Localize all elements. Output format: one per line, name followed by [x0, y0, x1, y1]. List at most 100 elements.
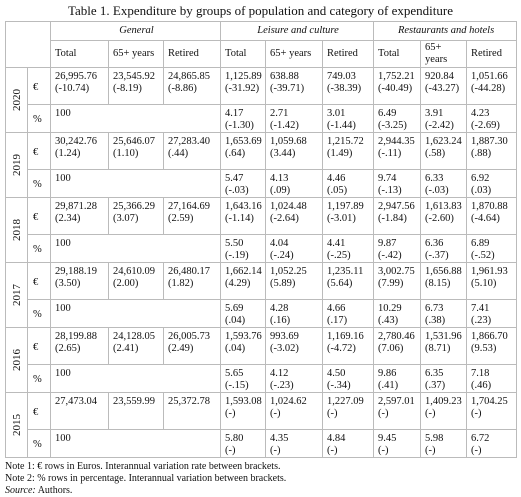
cell-value: 4.46	[327, 173, 346, 184]
data-cell: 2,780.46 (7.06)	[373, 327, 422, 365]
data-cell: 1,235.11 (5.64)	[322, 262, 375, 300]
data-row: 2020 €26,995.76 (-10.74) 23,545.92 (-8.19) 24…	[5, 67, 518, 133]
data-row: 2016 €28,199.88 (2.65) 24,128.05 (2.41) 26,00…	[5, 327, 518, 393]
data-cell: 25,366.29 (3.07)	[108, 197, 164, 235]
column-header: Total	[220, 40, 267, 68]
cell-value: 24,610.09	[113, 266, 155, 277]
data-cell: 10.29 (.43)	[373, 299, 422, 328]
data-cell: 4.84 (-)	[322, 429, 375, 458]
data-cell: 2,597.01 (-)	[373, 392, 422, 430]
column-header: Retired	[162, 40, 222, 68]
data-cell: 23,545.92 (-8.19)	[108, 67, 164, 105]
unit-cell: %	[27, 104, 51, 133]
cell-change: (-)	[471, 408, 482, 419]
cell-change: (-)	[225, 445, 236, 456]
cell-change: (-.03)	[425, 185, 449, 196]
data-cell: 1,059.68 (3.44)	[265, 132, 324, 170]
data-cell: 5.50 (-.19)	[220, 234, 267, 263]
general-share: 100	[49, 104, 222, 133]
cell-value: 1,051.66	[471, 71, 508, 82]
data-row: % 100 5.65 (-.15) 4.12 (-.23) 4.50 (-.34) 9.86 (.…	[6, 364, 518, 393]
cell-change: (.43)	[378, 315, 399, 326]
cell-value: 9.86	[378, 368, 397, 379]
cell-value: 1,593.08	[225, 396, 262, 407]
cell-value: 2,947.56	[378, 201, 415, 212]
cell-change: (-)	[270, 408, 281, 419]
cell-value: 4.41	[327, 238, 346, 249]
cell-value: 5.65	[225, 368, 244, 379]
unit-cell: %	[27, 169, 51, 198]
cell-change: (-1.30)	[225, 120, 254, 131]
data-cell: 1,653.69 (.64)	[220, 132, 267, 170]
data-cell: 27,283.40 (.44)	[162, 132, 222, 170]
cell-change: (2.41)	[113, 343, 139, 354]
cell-value: 4.66	[327, 303, 346, 314]
cell-change: (-)	[378, 408, 389, 419]
unit-cell: %	[27, 429, 51, 458]
note: Note 2: % rows in percentage. Interannua…	[5, 473, 287, 484]
data-cell: 1,052.25 (5.89)	[265, 262, 324, 300]
data-cell: 1,662.14 (4.29)	[220, 262, 267, 300]
cell-change: (-3.02)	[270, 343, 299, 354]
cell-change: (.23)	[471, 315, 492, 326]
expenditure-table: General Leisure and culture Restaurants an…	[5, 21, 518, 458]
cell-value: 1,409.23	[425, 396, 462, 407]
cell-value: 6.35	[425, 368, 444, 379]
cell-value: 4.50	[327, 368, 346, 379]
cell-value: 28,199.88	[55, 331, 97, 342]
cell-value: 1,215.72	[327, 136, 364, 147]
year-cell: 2019	[5, 132, 28, 198]
source-text: Authors.	[37, 485, 73, 496]
cell-value: 6.33	[425, 173, 444, 184]
data-cell: 1,613.83 (-2.60)	[420, 197, 468, 235]
unit-cell: €	[27, 392, 51, 430]
cell-change: (-10.74)	[55, 83, 90, 94]
data-row: 2015 €27,473.04 23,559.99 25,372.78 1,593.08…	[5, 392, 518, 458]
cell-value: 1,593.76	[225, 331, 262, 342]
cell-value: 9.45	[378, 433, 397, 444]
cell-value: 6.36	[425, 238, 444, 249]
cell-change: (.46)	[471, 380, 492, 391]
year-cell: 2018	[5, 197, 28, 263]
cell-value: 1,887.30	[471, 136, 508, 147]
cell-value: 7.41	[471, 303, 490, 314]
cell-value: 3.91	[425, 108, 444, 119]
cell-change: (-2.69)	[471, 120, 500, 131]
data-cell: 4.28 (.16)	[265, 299, 324, 328]
cell-value: 27,283.40	[168, 136, 210, 147]
cell-value: 749.03	[327, 71, 356, 82]
data-row: 2018 €29,871.28 (2.34) 25,366.29 (3.07) 27,16…	[5, 197, 518, 263]
data-cell: 1,752.21 (-40.49)	[373, 67, 422, 105]
data-cell: 9.87 (-.42)	[373, 234, 422, 263]
cell-change: (-.52)	[471, 250, 495, 261]
cell-value: 1,531.96	[425, 331, 462, 342]
cell-value: 638.88	[270, 71, 299, 82]
data-cell: 29,188.19 (3.50)	[50, 262, 109, 300]
data-cell: 3.91 (-2.42)	[420, 104, 468, 133]
cell-value: 26,480.17	[168, 266, 210, 277]
data-cell: 993.69 (-3.02)	[265, 327, 324, 365]
cell-change: (-)	[378, 445, 389, 456]
cell-value: 6.72	[471, 433, 490, 444]
cell-change: (-.24)	[270, 250, 294, 261]
data-cell: 1,125.89 (-31.92)	[220, 67, 267, 105]
cell-value: 27,473.04	[55, 396, 97, 407]
cell-value: 26,005.73	[168, 331, 210, 342]
table-body: 2020 €26,995.76 (-10.74) 23,545.92 (-8.19) 24…	[5, 67, 518, 458]
cell-value: 27,164.69	[168, 201, 210, 212]
cell-value: 4.84	[327, 433, 346, 444]
data-cell: 6.33 (-.03)	[420, 169, 468, 198]
data-cell: 1,024.48 (-2.64)	[265, 197, 324, 235]
group-header: Leisure and culture	[220, 21, 375, 41]
cell-change: (-40.49)	[378, 83, 413, 94]
group-header: General	[49, 21, 222, 41]
cell-value: 920.84	[425, 71, 454, 82]
data-cell: 6.35 (.37)	[420, 364, 468, 393]
data-cell: 5.69 (.04)	[220, 299, 267, 328]
data-cell: 7.41 (.23)	[466, 299, 518, 328]
cell-change: (.16)	[270, 315, 291, 326]
data-cell: 1,887.30 (.88)	[466, 132, 518, 170]
data-cell: 4.12 (-.23)	[265, 364, 324, 393]
cell-change: (7.06)	[378, 343, 404, 354]
cell-value: 1,169.16	[327, 331, 364, 342]
